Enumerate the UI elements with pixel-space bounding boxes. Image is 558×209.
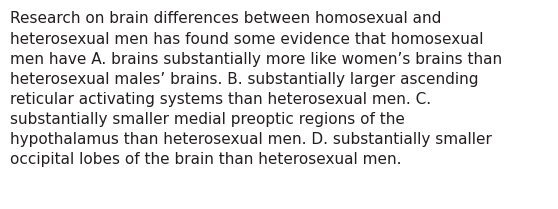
Text: Research on brain differences between homosexual and
heterosexual men has found : Research on brain differences between ho… xyxy=(10,11,502,167)
